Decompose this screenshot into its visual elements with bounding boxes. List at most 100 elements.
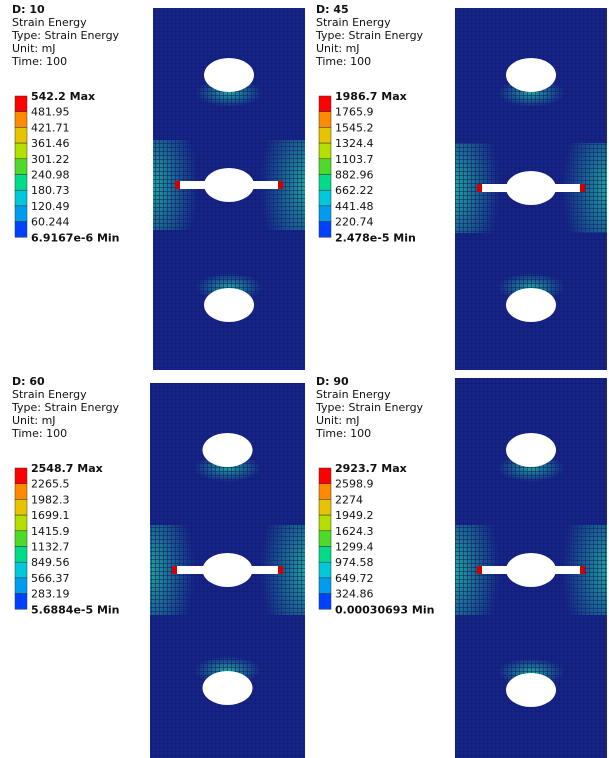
legend-label: 324.86 bbox=[335, 588, 374, 601]
legend-swatch bbox=[318, 577, 332, 594]
panel-info: Type: Strain Energy bbox=[11, 29, 120, 42]
panel-info: Type: Strain Energy bbox=[315, 29, 424, 42]
legend-label: 0.00030693 Min bbox=[335, 603, 434, 616]
hole bbox=[506, 58, 556, 92]
hole bbox=[506, 553, 556, 587]
legend-swatch bbox=[14, 111, 28, 128]
legend-swatch bbox=[318, 467, 332, 484]
legend-swatch bbox=[318, 205, 332, 222]
legend-label: 421.71 bbox=[31, 121, 70, 134]
panel-info: Unit: mJ bbox=[12, 42, 56, 55]
legend-label: 1132.7 bbox=[31, 541, 70, 554]
legend-swatch bbox=[318, 111, 332, 128]
panel-info: Strain Energy bbox=[12, 16, 87, 29]
legend-label: 1415.9 bbox=[31, 525, 70, 538]
legend-label: 481.95 bbox=[31, 106, 70, 119]
legend-label: 542.2 Max bbox=[31, 90, 95, 103]
legend-swatch bbox=[318, 499, 332, 516]
legend-swatch bbox=[318, 158, 332, 175]
crack-tip bbox=[580, 184, 585, 192]
legend-label: 1103.7 bbox=[335, 153, 374, 166]
plate bbox=[153, 8, 305, 370]
legend-label: 2274 bbox=[335, 493, 363, 506]
panel-info: Strain Energy bbox=[316, 16, 391, 29]
legend-label: 361.46 bbox=[31, 137, 70, 150]
legend-swatch bbox=[14, 142, 28, 160]
panel-title: D: 90 bbox=[316, 375, 349, 388]
legend-label: 1949.2 bbox=[335, 509, 374, 522]
legend-label: 662.22 bbox=[335, 184, 374, 197]
panel-info: Type: Strain Energy bbox=[11, 401, 120, 414]
panel-info: Time: 100 bbox=[315, 55, 371, 68]
hole bbox=[202, 671, 253, 705]
legend-label: 301.22 bbox=[31, 153, 70, 166]
legend-swatch bbox=[14, 546, 28, 563]
legend-swatch bbox=[318, 593, 332, 610]
legend-label: 5.6884e-5 Min bbox=[31, 603, 120, 616]
legend-label: 441.48 bbox=[335, 200, 374, 213]
panel-info: Strain Energy bbox=[316, 388, 391, 401]
legend-label: 2265.5 bbox=[31, 478, 70, 491]
legend-swatch bbox=[14, 189, 28, 207]
hole bbox=[506, 433, 556, 467]
crack-tip bbox=[580, 566, 585, 574]
legend-swatch bbox=[14, 561, 28, 579]
plate bbox=[455, 378, 607, 758]
panel-info: Strain Energy bbox=[12, 388, 87, 401]
legend-label: 974.58 bbox=[335, 556, 374, 569]
legend-label: 60.244 bbox=[31, 216, 70, 229]
plate bbox=[455, 8, 607, 370]
hole bbox=[204, 288, 254, 322]
legend-label: 566.37 bbox=[31, 572, 70, 585]
legend-label: 1982.3 bbox=[31, 493, 70, 506]
hole bbox=[202, 553, 253, 587]
hole bbox=[204, 168, 254, 202]
legend-label: 1699.1 bbox=[31, 509, 70, 522]
crack-tip bbox=[172, 566, 177, 574]
legend-swatch bbox=[318, 127, 332, 144]
legend-label: 180.73 bbox=[31, 184, 70, 197]
panel-info: Unit: mJ bbox=[12, 414, 56, 427]
hole bbox=[204, 58, 254, 92]
legend-swatch bbox=[318, 142, 332, 160]
legend-label: 1545.2 bbox=[335, 121, 374, 134]
crack-tip bbox=[278, 566, 283, 574]
panel-title: D: 10 bbox=[12, 3, 45, 16]
panel-info: Time: 100 bbox=[11, 427, 67, 440]
legend-label: 1624.3 bbox=[335, 525, 374, 538]
panel-info: Time: 100 bbox=[315, 427, 371, 440]
panel-info: Unit: mJ bbox=[316, 42, 360, 55]
panel-info: Time: 100 bbox=[11, 55, 67, 68]
plate bbox=[150, 383, 305, 758]
crack-tip bbox=[175, 181, 180, 189]
hole bbox=[506, 288, 556, 322]
hole bbox=[506, 673, 556, 707]
legend-swatch bbox=[14, 593, 28, 610]
legend-label: 1299.4 bbox=[335, 541, 374, 554]
legend-label: 2.478e-5 Min bbox=[335, 231, 416, 244]
legend-swatch bbox=[14, 127, 28, 144]
panel-info: Type: Strain Energy bbox=[315, 401, 424, 414]
legend-label: 1986.7 Max bbox=[335, 90, 407, 103]
legend-swatch bbox=[14, 483, 28, 500]
legend-swatch bbox=[318, 174, 332, 191]
legend-swatch bbox=[14, 205, 28, 222]
legend-label: 1765.9 bbox=[335, 106, 374, 119]
legend-label: 283.19 bbox=[31, 588, 70, 601]
legend-swatch bbox=[14, 499, 28, 516]
crack-tip bbox=[278, 181, 283, 189]
legend-swatch bbox=[318, 530, 332, 547]
legend-swatch bbox=[14, 221, 28, 238]
legend-swatch bbox=[318, 514, 332, 532]
legend-swatch bbox=[318, 561, 332, 579]
legend-label: 849.56 bbox=[31, 556, 70, 569]
legend-label: 6.9167e-6 Min bbox=[31, 231, 120, 244]
legend-swatch bbox=[318, 483, 332, 500]
legend-swatch bbox=[318, 95, 332, 112]
legend-swatch bbox=[318, 546, 332, 563]
legend-swatch bbox=[14, 577, 28, 594]
panel-title: D: 45 bbox=[316, 3, 349, 16]
legend-label: 220.74 bbox=[335, 216, 374, 229]
legend-label: 240.98 bbox=[31, 169, 70, 182]
